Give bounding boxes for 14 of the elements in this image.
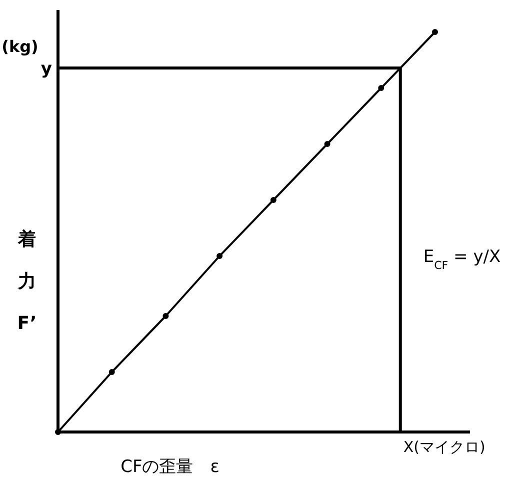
- ref-line-label: y: [40, 59, 52, 79]
- point: [270, 197, 276, 203]
- point: [378, 85, 384, 91]
- point: [216, 253, 223, 259]
- text: (kg): [2, 37, 38, 56]
- ref-line: y: [40, 59, 400, 79]
- point: [432, 29, 438, 35]
- y-axis-title: 着力F’: [17, 229, 37, 334]
- point: [108, 369, 115, 375]
- point: [162, 313, 169, 319]
- point: [55, 429, 61, 435]
- annotation: E$_{CF}$ = y/X: [423, 247, 502, 272]
- x-axis-title: CFの歪量 ε: [120, 457, 220, 477]
- point: [324, 141, 330, 147]
